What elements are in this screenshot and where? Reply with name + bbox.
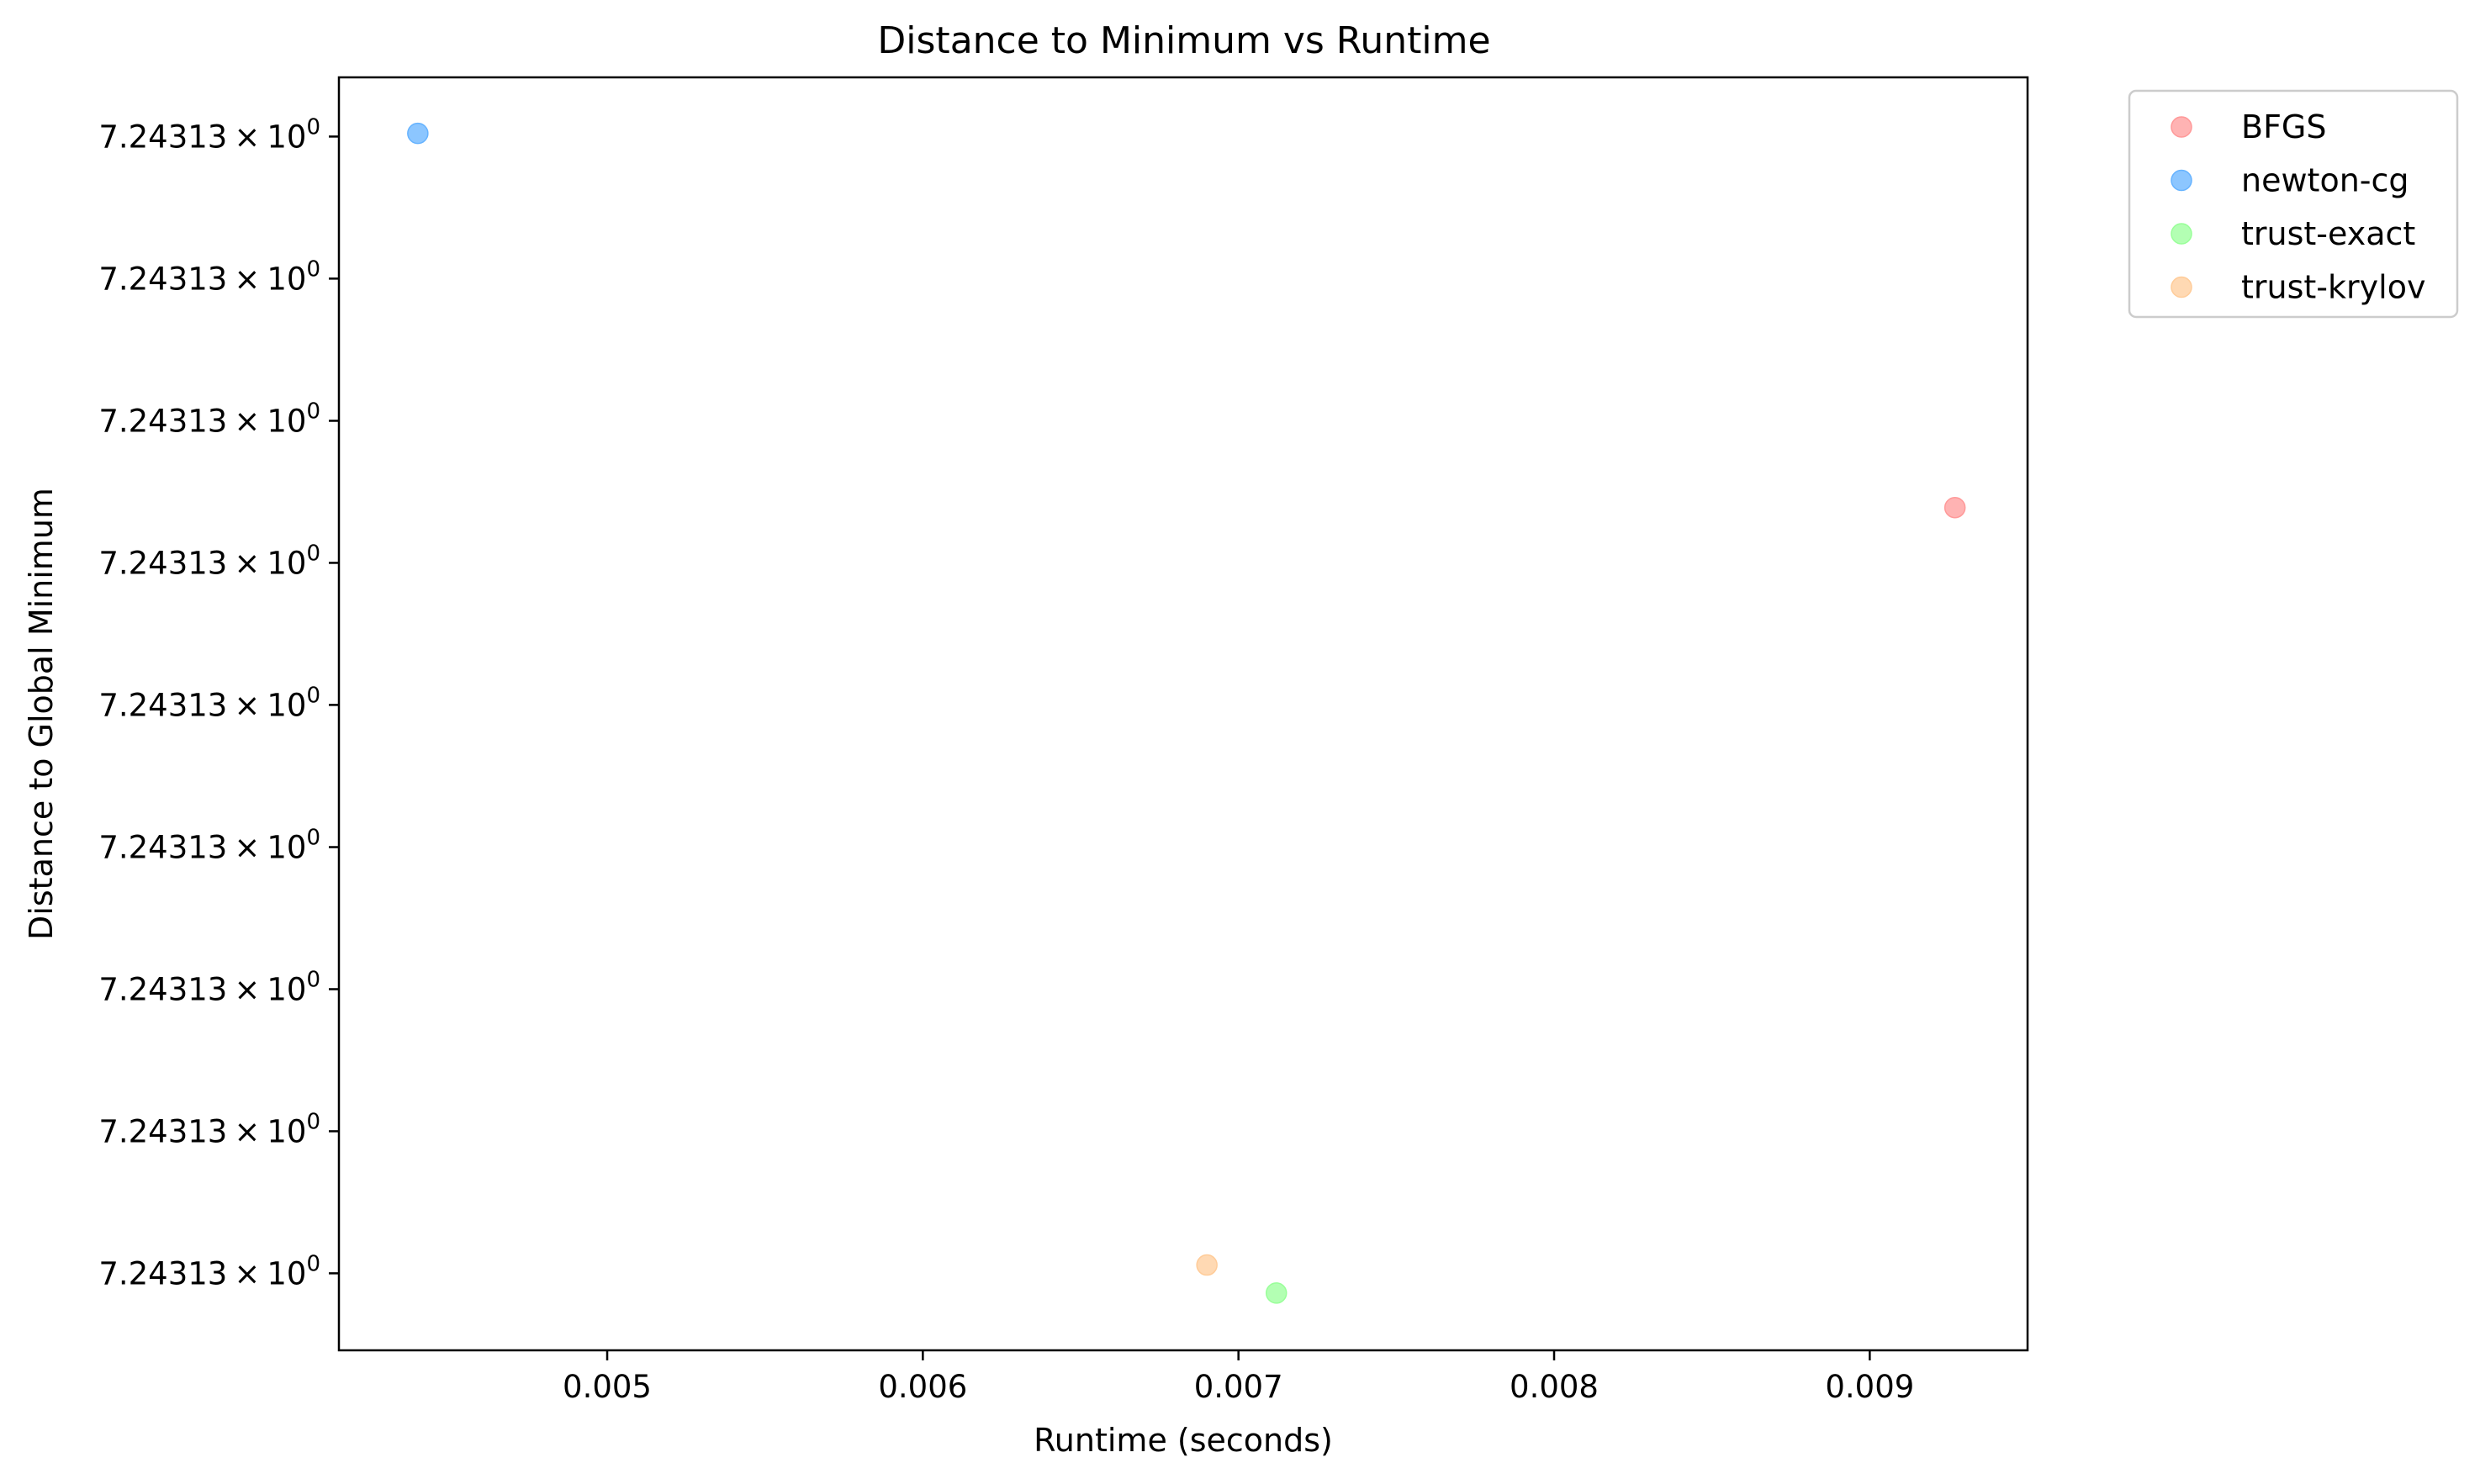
y-tick-times: × xyxy=(234,545,260,581)
y-tick-base: 10 xyxy=(267,119,306,155)
y-tick-label: 7.24313 × 100 xyxy=(98,114,320,155)
y-tick-base: 10 xyxy=(267,545,306,581)
y-tick-base: 10 xyxy=(267,403,306,439)
y-tick-label: 7.24313 × 100 xyxy=(98,826,320,866)
y-tick-exponent: 0 xyxy=(306,1251,320,1276)
y-tick-exponent: 0 xyxy=(306,683,320,708)
y-tick-base: 10 xyxy=(267,830,306,866)
y-tick-mantissa: 7.24313 xyxy=(98,261,227,297)
y-tick-label: 7.24313 × 100 xyxy=(98,256,320,297)
y-tick-exponent: 0 xyxy=(306,541,320,566)
legend-frame xyxy=(2128,89,2459,319)
y-tick-times: × xyxy=(234,119,260,155)
y-tick-label: 7.24313 × 100 xyxy=(98,683,320,723)
y-tick-base: 10 xyxy=(267,1113,306,1149)
y-axis-label: Distance to Global Minimum xyxy=(23,488,60,940)
y-tick-label: 7.24313 × 100 xyxy=(98,1109,320,1149)
y-tick-mantissa: 7.24313 xyxy=(98,830,227,866)
legend-marker-bfgs xyxy=(2171,116,2192,138)
y-tick-base: 10 xyxy=(267,687,306,723)
x-tick-label: 0.009 xyxy=(1825,1369,1914,1405)
y-tick-exponent: 0 xyxy=(306,967,320,992)
x-tick-label: 0.005 xyxy=(563,1369,652,1405)
y-tick-base: 10 xyxy=(267,971,306,1007)
legend-marker-trust-exact xyxy=(2171,223,2192,245)
data-point-trust-exact xyxy=(1265,1282,1288,1304)
x-tick-label: 0.007 xyxy=(1194,1369,1283,1405)
y-tick-exponent: 0 xyxy=(306,114,320,140)
data-point-bfgs xyxy=(1943,496,1966,519)
plot-area-frame xyxy=(337,76,2029,1352)
y-tick-base: 10 xyxy=(267,261,306,297)
legend: BFGS newton-cg trust-exact trust-krylov xyxy=(2128,89,2459,319)
y-tick-times: × xyxy=(234,971,260,1007)
y-tick-mantissa: 7.24313 xyxy=(98,119,227,155)
data-point-trust-krylov xyxy=(1196,1254,1218,1276)
y-tick-mantissa: 7.24313 xyxy=(98,1255,227,1291)
y-tick-times: × xyxy=(234,1255,260,1291)
chart-title: Distance to Minimum vs Runtime xyxy=(877,19,1490,62)
legend-marker-trust-krylov xyxy=(2171,276,2192,298)
y-tick-mantissa: 7.24313 xyxy=(98,545,227,581)
data-points xyxy=(407,122,1966,1304)
y-tick-label: 7.24313 × 100 xyxy=(98,541,320,581)
y-tick-mantissa: 7.24313 xyxy=(98,403,227,439)
y-tick-mantissa: 7.24313 xyxy=(98,971,227,1007)
x-axis-label: Runtime (seconds) xyxy=(1034,1422,1333,1459)
y-tick-exponent: 0 xyxy=(306,399,320,424)
y-tick-exponent: 0 xyxy=(306,1109,320,1134)
y-tick-times: × xyxy=(234,1113,260,1149)
x-tick-label: 0.008 xyxy=(1510,1369,1599,1405)
y-tick-label: 7.24313 × 100 xyxy=(98,399,320,439)
y-tick-mantissa: 7.24313 xyxy=(98,1113,227,1149)
legend-marker-newton-cg xyxy=(2171,169,2192,192)
y-tick-times: × xyxy=(234,830,260,866)
x-axis-ticks: 0.005 0.006 0.007 0.008 0.009 xyxy=(563,1350,1914,1405)
data-point-newton-cg xyxy=(407,122,429,145)
y-tick-mantissa: 7.24313 xyxy=(98,687,227,723)
legend-label-trust-krylov: trust-krylov xyxy=(2241,269,2425,306)
legend-label-trust-exact: trust-exact xyxy=(2241,215,2415,252)
y-tick-times: × xyxy=(234,403,260,439)
y-tick-exponent: 0 xyxy=(306,826,320,851)
y-tick-label: 7.24313 × 100 xyxy=(98,1251,320,1291)
y-tick-label: 7.24313 × 100 xyxy=(98,967,320,1007)
x-tick-label: 0.006 xyxy=(878,1369,967,1405)
y-tick-base: 10 xyxy=(267,1255,306,1291)
legend-label-bfgs: BFGS xyxy=(2241,108,2327,145)
legend-label-newton-cg: newton-cg xyxy=(2241,162,2409,199)
y-tick-times: × xyxy=(234,687,260,723)
y-tick-times: × xyxy=(234,261,260,297)
axes xyxy=(337,76,2029,1352)
y-tick-exponent: 0 xyxy=(306,256,320,282)
